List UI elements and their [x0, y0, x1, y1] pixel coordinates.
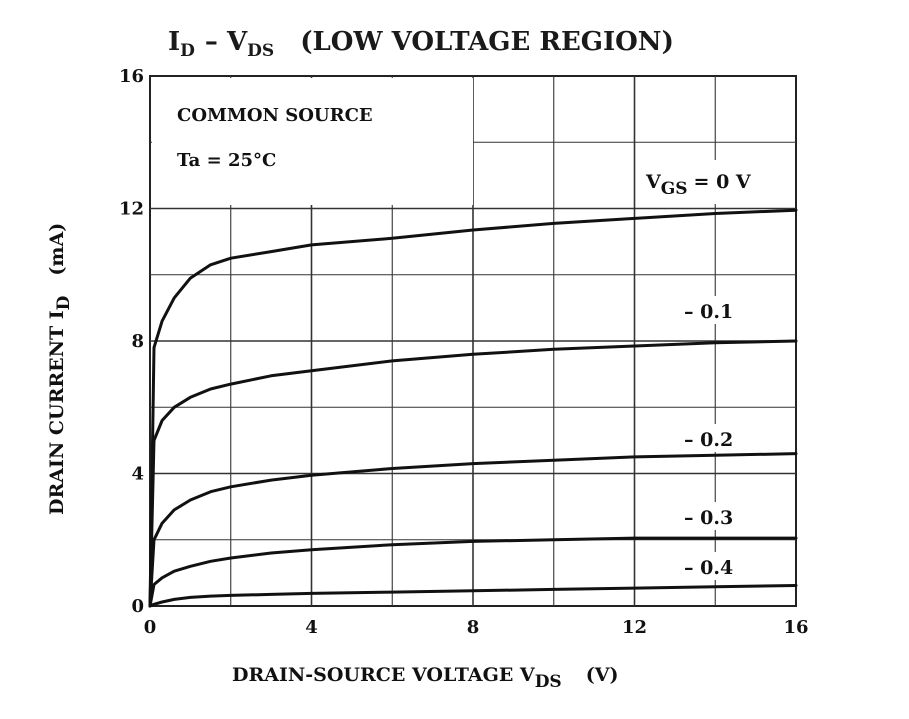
annotation-temperature: Ta = 25°C: [177, 150, 276, 171]
legend-vgs-sub: GS: [661, 179, 688, 199]
series-line-4: [148, 584, 798, 608]
x-tick-label: 0: [144, 617, 157, 638]
legend-vgs-value: = 0 V: [694, 171, 752, 193]
annotation-common-source: COMMON SOURCE: [177, 105, 373, 126]
curve-label-vgs-m04: – 0.4: [684, 557, 733, 579]
y-label-unit: (mA): [46, 223, 68, 276]
chart-title: ID – VDS (LOW VOLTAGE REGION): [168, 27, 674, 61]
x-axis-label: DRAIN-SOURCE VOLTAGE VDS (V): [232, 664, 618, 692]
curves: [148, 208, 798, 608]
label-03-backdrop: [680, 502, 746, 530]
tick-labels: 0 4 8 12 16 0 4 8 12 16: [119, 66, 809, 638]
title-region: (LOW VOLTAGE REGION): [300, 27, 674, 57]
x-label-main: DRAIN-SOURCE VOLTAGE V: [232, 664, 536, 686]
y-tick-label: 0: [131, 596, 144, 617]
y-tick-label: 16: [119, 66, 144, 87]
curve-label-vgs-0: VGS = 0 V: [645, 171, 752, 199]
x-tick-label: 12: [622, 617, 647, 638]
curve-label-vgs-m03: – 0.3: [684, 507, 733, 529]
x-tick-label: 8: [467, 617, 480, 638]
label-04-backdrop: [680, 552, 746, 580]
label-01-backdrop: [680, 296, 746, 324]
curve-label-vgs-m01: – 0.1: [684, 301, 733, 323]
y-axis-label: DRAIN CURRENT ID (mA): [46, 223, 74, 515]
title-vds-sub: DS: [247, 41, 274, 61]
series-line-1: [148, 339, 798, 608]
y-tick-label: 8: [131, 331, 144, 352]
curve-label-vgs-m02: – 0.2: [684, 429, 733, 451]
y-label-main: DRAIN CURRENT I: [46, 310, 68, 515]
x-label-unit: (V): [586, 664, 619, 686]
title-dash: – V: [205, 27, 248, 57]
y-label-sub: D: [54, 295, 74, 310]
y-tick-label: 12: [119, 199, 144, 220]
label-02-backdrop: [680, 424, 746, 452]
title-id: I: [168, 27, 180, 57]
title-id-sub: D: [180, 41, 195, 61]
legend-vgs: V: [645, 171, 662, 193]
x-tick-label: 4: [305, 617, 318, 638]
annotation-box: [152, 78, 473, 205]
series-line-2: [148, 452, 798, 608]
x-label-sub: DS: [535, 672, 562, 692]
series-line-0: [148, 208, 798, 608]
series-line-3: [148, 536, 798, 608]
legend-vgs-backdrop: [636, 160, 792, 204]
y-tick-label: 4: [131, 464, 144, 485]
x-tick-label: 16: [783, 617, 808, 638]
